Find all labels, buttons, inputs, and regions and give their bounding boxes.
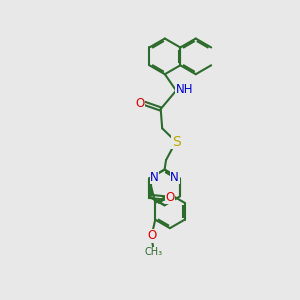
Text: O: O [165,191,175,204]
Text: S: S [172,135,181,149]
Text: O: O [147,229,156,242]
Text: CH₃: CH₃ [144,247,162,257]
Text: NH: NH [176,83,193,97]
Text: O: O [135,97,145,110]
Text: N: N [170,170,179,184]
Text: N: N [150,170,159,184]
